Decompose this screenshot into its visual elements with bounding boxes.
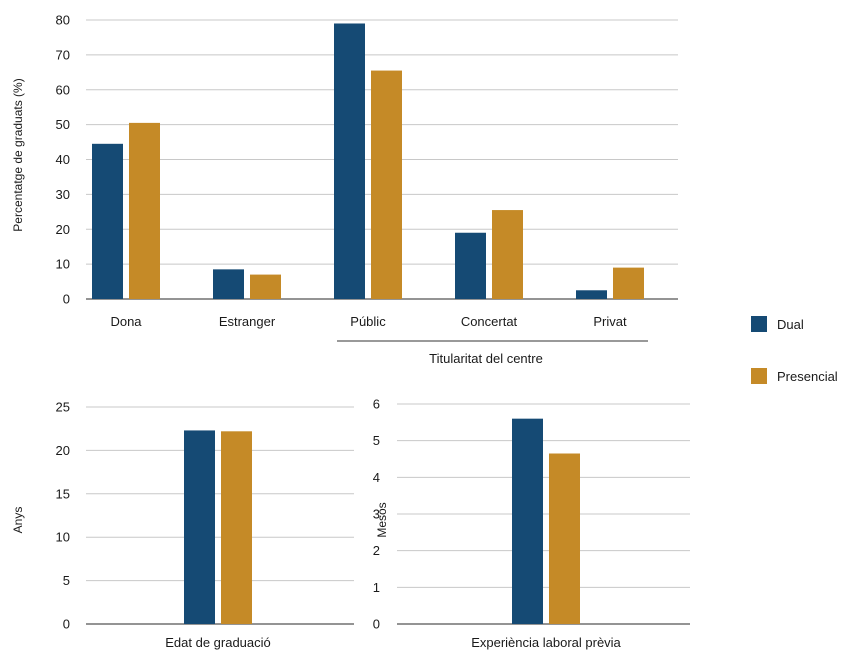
group-label: Titularitat del centre — [429, 351, 543, 366]
y-tick-label: 1 — [373, 580, 380, 595]
category-label: Privat — [593, 314, 627, 329]
y-tick-label: 10 — [56, 530, 70, 545]
y-tick-label: 50 — [56, 117, 70, 132]
y-tick-label: 6 — [373, 397, 380, 412]
y-tick-label: 20 — [56, 222, 70, 237]
y-tick-label: 0 — [63, 292, 70, 307]
bar-dual-3 — [334, 23, 365, 300]
legend-label-presencial: Presencial — [777, 369, 838, 384]
bar-presencial-5 — [613, 267, 644, 299]
category-label: Experiència laboral prèvia — [471, 635, 621, 650]
legend-swatch-presencial — [751, 368, 767, 384]
category-label: Públic — [350, 314, 386, 329]
category-label: Edat de graduació — [165, 635, 271, 650]
chart-panel-1: 0 10 20 30 40 50 60 70 80 Percentatge de graduats… — [11, 13, 678, 366]
y-tick-label: 5 — [63, 573, 70, 588]
legend: Dual Presencial — [751, 316, 838, 384]
y-tick-label: 15 — [56, 486, 70, 501]
legend-label-dual: Dual — [777, 317, 804, 332]
bar-dual-1 — [184, 430, 215, 624]
y-tick-label: 2 — [373, 543, 380, 558]
y-tick-label: 4 — [373, 470, 380, 485]
bar-presencial-1 — [549, 453, 580, 624]
y-tick-label: 30 — [56, 187, 70, 202]
category-label: Dona — [110, 314, 142, 329]
bar-presencial-1 — [221, 431, 252, 624]
y-tick-label: 5 — [373, 433, 380, 448]
chart-panel-2: 0 5 10 15 20 25 Anys Edat de graduació — [11, 400, 354, 650]
bar-dual-1 — [512, 418, 543, 624]
chart-panel-3: 0 1 2 3 4 5 6 Mesos Experiència laboral prèvia — [373, 397, 690, 650]
bar-presencial-3 — [371, 70, 402, 299]
y-axis-title: Percentatge de graduats (%) — [11, 78, 25, 231]
y-tick-label: 60 — [56, 82, 70, 97]
y-tick-label: 40 — [56, 152, 70, 167]
category-label: Concertat — [461, 314, 518, 329]
bar-dual-1 — [92, 143, 123, 299]
bar-presencial-4 — [492, 210, 523, 299]
y-tick-label: 70 — [56, 47, 70, 62]
y-tick-label: 20 — [56, 443, 70, 458]
y-tick-label: 0 — [373, 617, 380, 632]
y-tick-label: 80 — [56, 13, 70, 28]
bar-presencial-2 — [250, 274, 281, 299]
bar-dual-4 — [455, 232, 486, 299]
y-axis-title: Mesos — [375, 502, 389, 537]
y-tick-label: 0 — [63, 617, 70, 632]
y-tick-label: 10 — [56, 257, 70, 272]
bar-dual-5 — [576, 290, 607, 299]
y-axis-title: Anys — [11, 507, 25, 534]
y-tick-label: 25 — [56, 400, 70, 415]
bar-presencial-1 — [129, 122, 160, 299]
category-label: Estranger — [219, 314, 276, 329]
y-tick-label: 3 — [373, 507, 380, 522]
bar-dual-2 — [213, 269, 244, 299]
legend-swatch-dual — [751, 316, 767, 332]
